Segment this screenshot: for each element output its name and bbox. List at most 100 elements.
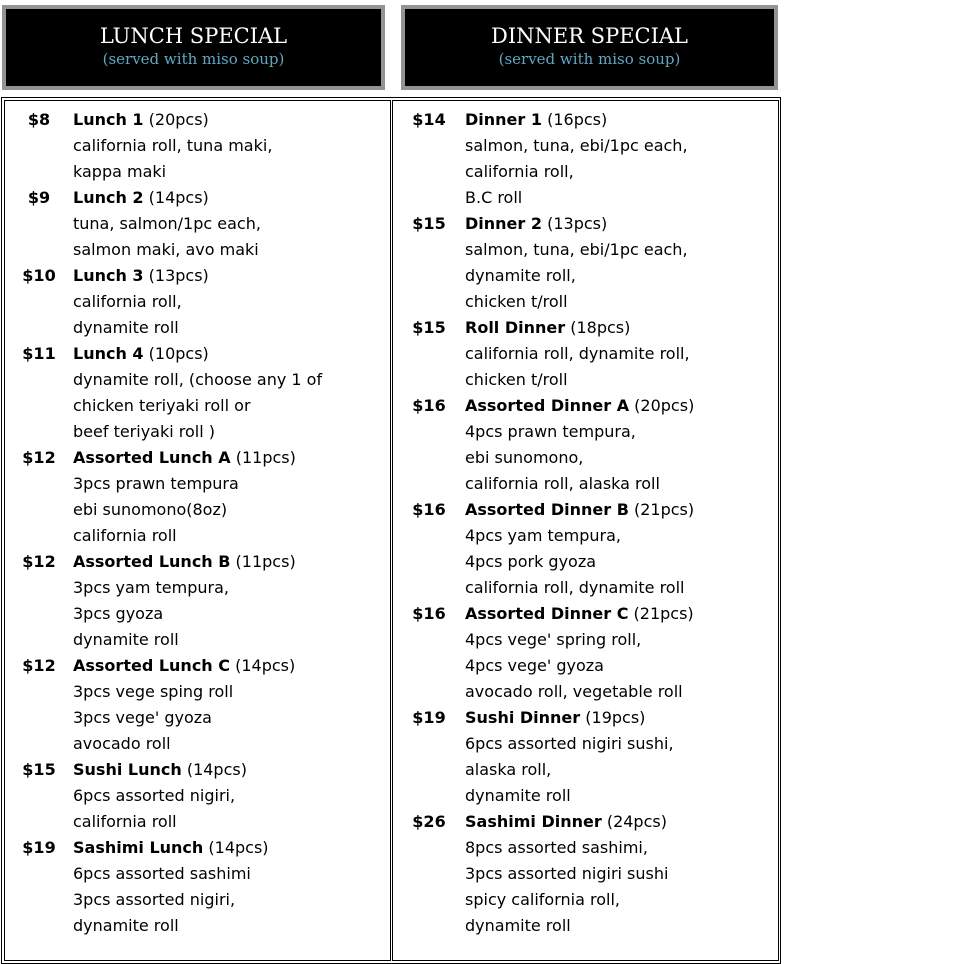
item-price: $10 (22, 266, 56, 285)
item-price: $12 (22, 448, 56, 467)
item-details: Sashimi Dinner (24pcs) 8pcs assorted sash… (465, 809, 668, 939)
item-name: Assorted Lunch C (73, 656, 230, 675)
item-name: Assorted Dinner C (465, 604, 629, 623)
menu-item: $16 Assorted Dinner B (21pcs) 4pcs yam tem… (393, 497, 778, 601)
item-price: $26 (412, 812, 446, 831)
item-description-line: dynamite roll (465, 916, 571, 935)
item-description-line: alaska roll, (465, 760, 552, 779)
lunch-menu-column: $8 Lunch 1 (20pcs) california roll, tuna m… (4, 100, 391, 961)
item-description-line: ebi sunomono(8oz) (73, 500, 228, 519)
item-description-line: avocado roll (73, 734, 171, 753)
item-price: $9 (27, 188, 51, 207)
menu-item: $8 Lunch 1 (20pcs) california roll, tuna m… (5, 107, 390, 185)
lunch-title: LUNCH SPECIAL (99, 24, 288, 48)
item-name: Sushi Lunch (73, 760, 182, 779)
item-name: Sashimi Dinner (465, 812, 602, 831)
item-description-line: california roll, tuna maki, (73, 136, 273, 155)
item-title-line: Assorted Dinner B (21pcs) (465, 497, 694, 523)
item-title-line: Dinner 2 (13pcs) (465, 211, 688, 237)
item-title-line: Lunch 2 (14pcs) (73, 185, 261, 211)
item-price: $12 (22, 552, 56, 571)
item-details: Sashimi Lunch (14pcs) 6pcs assorted sashi… (73, 835, 269, 939)
item-description-line: dynamite roll (465, 786, 571, 805)
item-description-line: tuna, salmon/1pc each, (73, 214, 261, 233)
item-name: Lunch 4 (73, 344, 144, 363)
item-pieces: (10pcs) (148, 344, 209, 363)
menu-item: $15 Sushi Lunch (14pcs) 6pcs assorted nigi… (5, 757, 390, 835)
menu-item: $19 Sashimi Lunch (14pcs) 6pcs assorted sa… (5, 835, 390, 939)
item-details: Assorted Dinner B (21pcs) 4pcs yam tempur… (465, 497, 694, 601)
item-title-line: Assorted Dinner C (21pcs) (465, 601, 694, 627)
item-details: Dinner 1 (16pcs) salmon, tuna, ebi/1pc ea… (465, 107, 688, 211)
item-price: $16 (412, 500, 446, 519)
item-name: Dinner 1 (465, 110, 542, 129)
menu-item: $26 Sashimi Dinner (24pcs) 8pcs assorted s… (393, 809, 778, 939)
item-title-line: Dinner 1 (16pcs) (465, 107, 688, 133)
item-description-line: avocado roll, vegetable roll (465, 682, 683, 701)
menu-item: $16 Assorted Dinner A (20pcs) 4pcs prawn t… (393, 393, 778, 497)
item-description-line: 3pcs yam tempura, (73, 578, 229, 597)
dinner-header: DINNER SPECIAL (served with miso soup) (401, 5, 778, 90)
item-description-line: dynamite roll (73, 630, 179, 649)
item-pieces: (14pcs) (235, 656, 296, 675)
item-description-line: salmon maki, avo maki (73, 240, 259, 259)
item-description-line: 3pcs vege' gyoza (73, 708, 212, 727)
item-description-line: 4pcs vege' spring roll, (465, 630, 642, 649)
item-description-line: california roll (73, 526, 177, 545)
item-name: Lunch 1 (73, 110, 144, 129)
item-price: $11 (22, 344, 56, 363)
item-description-line: 3pcs gyoza (73, 604, 164, 623)
item-description-line: 4pcs pork gyoza (465, 552, 597, 571)
menu-item: $11 Lunch 4 (10pcs) dynamite roll, (choose… (5, 341, 390, 445)
item-price: $19 (22, 838, 56, 857)
item-description-line: 6pcs assorted nigiri, (73, 786, 236, 805)
item-description-line: 3pcs assorted nigiri sushi (465, 864, 669, 883)
item-price: $15 (22, 760, 56, 779)
item-title-line: Assorted Lunch C (14pcs) (73, 653, 295, 679)
item-description-line: california roll, (73, 292, 182, 311)
menu-item: $10 Lunch 3 (13pcs) california roll, dynami… (5, 263, 390, 341)
item-name: Assorted Lunch A (73, 448, 231, 467)
item-description-line: california roll, dynamite roll (465, 578, 685, 597)
item-name: Assorted Dinner A (465, 396, 630, 415)
item-title-line: Lunch 4 (10pcs) (73, 341, 322, 367)
item-description-line: 3pcs vege sping roll (73, 682, 234, 701)
item-pieces: (14pcs) (186, 760, 247, 779)
item-details: Assorted Lunch C (14pcs) 3pcs vege sping … (73, 653, 295, 757)
menu-item: $19 Sushi Dinner (19pcs) 6pcs assorted nig… (393, 705, 778, 809)
item-description-line: 4pcs prawn tempura, (465, 422, 636, 441)
item-pieces: (21pcs) (633, 500, 695, 519)
item-pieces: (20pcs) (148, 110, 209, 129)
item-name: Lunch 3 (73, 266, 144, 285)
item-description-line: spicy california roll, (465, 890, 620, 909)
dinner-menu-column: $14 Dinner 1 (16pcs) salmon, tuna, ebi/1pc… (392, 100, 779, 961)
item-pieces: (19pcs) (585, 708, 646, 727)
item-pieces: (24pcs) (606, 812, 667, 831)
item-details: Dinner 2 (13pcs) salmon, tuna, ebi/1pc ea… (465, 211, 688, 315)
item-description-line: california roll (73, 812, 177, 831)
item-description-line: beef teriyaki roll ) (73, 422, 216, 441)
item-description-line: B.C roll (465, 188, 523, 207)
item-title-line: Roll Dinner (18pcs) (465, 315, 690, 341)
item-pieces: (13pcs) (148, 266, 209, 285)
item-description-line: dynamite roll (73, 916, 179, 935)
lunch-subtitle: (served with miso soup) (102, 50, 285, 68)
item-title-line: Sushi Dinner (19pcs) (465, 705, 674, 731)
item-pieces: (18pcs) (570, 318, 631, 337)
item-description-line: ebi sunomono, (465, 448, 584, 467)
item-description-line: chicken t/roll (465, 370, 568, 389)
item-details: Assorted Lunch B (11pcs) 3pcs yam tempura… (73, 549, 296, 653)
item-pieces: (21pcs) (633, 604, 694, 623)
item-details: Lunch 1 (20pcs) california roll, tuna mak… (73, 107, 272, 185)
item-price: $12 (22, 656, 56, 675)
item-title-line: Sashimi Lunch (14pcs) (73, 835, 269, 861)
item-pieces: (11pcs) (235, 552, 296, 571)
item-title-line: Sashimi Dinner (24pcs) (465, 809, 668, 835)
item-description-line: chicken teriyaki roll or (73, 396, 251, 415)
item-price: $16 (412, 396, 446, 415)
item-pieces: (14pcs) (208, 838, 269, 857)
item-price: $8 (27, 110, 51, 129)
item-description-line: 4pcs vege' gyoza (465, 656, 604, 675)
menu-table: $8 Lunch 1 (20pcs) california roll, tuna m… (1, 97, 781, 964)
item-pieces: (14pcs) (148, 188, 209, 207)
